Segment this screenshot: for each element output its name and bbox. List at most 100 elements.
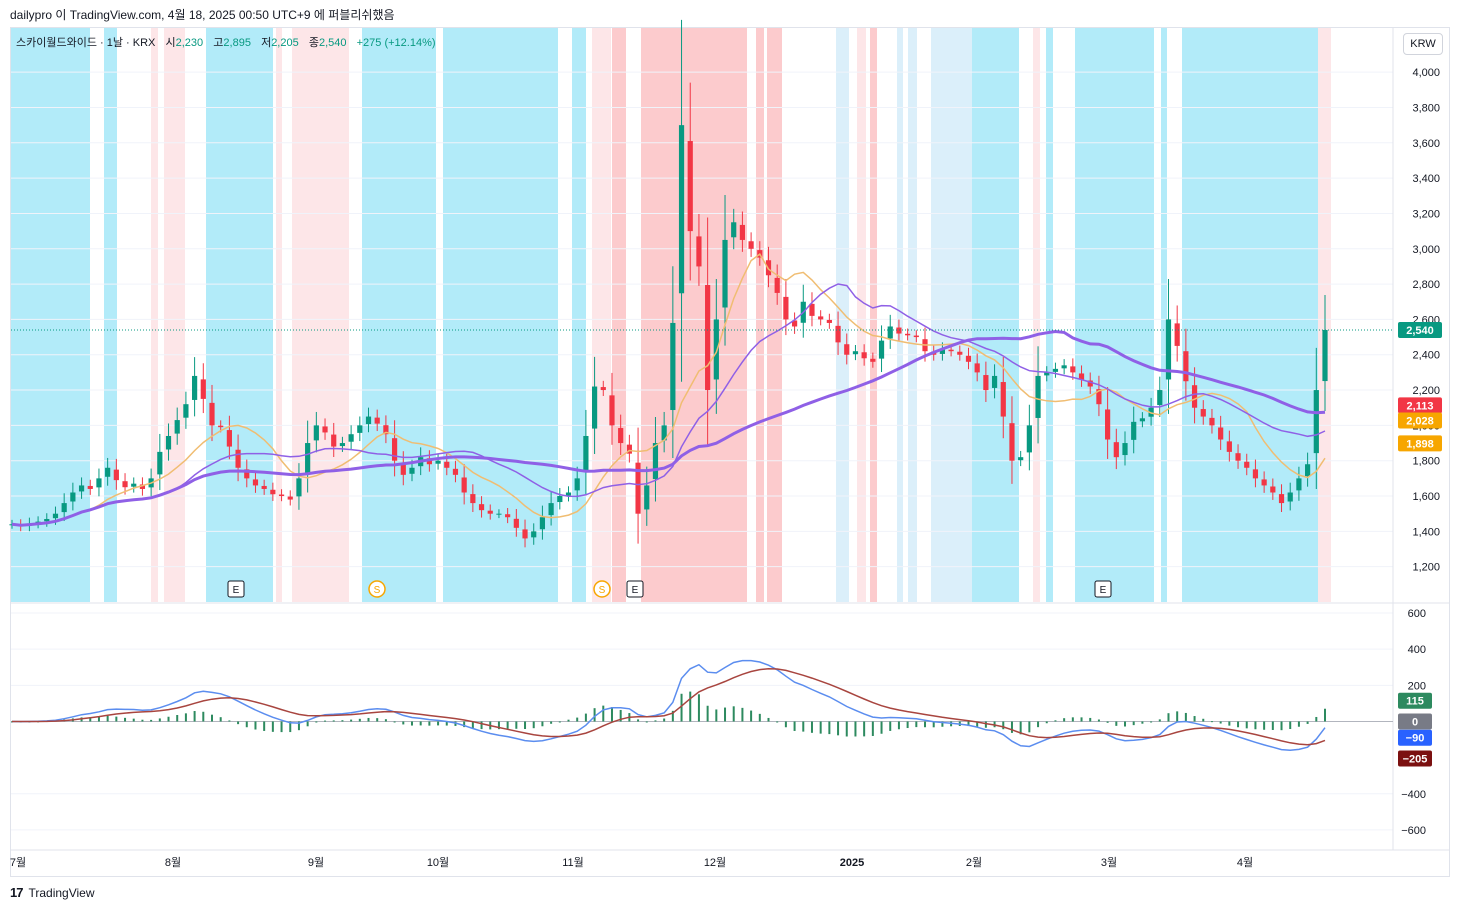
price-tick-label: 1,400 <box>1412 526 1440 538</box>
earnings-marker-icon[interactable] <box>227 580 245 598</box>
macd-histogram-bar <box>1010 721 1013 733</box>
price-tag <box>1398 322 1442 339</box>
macd-tag-label: −205 <box>1403 754 1428 766</box>
price-tick-label: 2,800 <box>1412 279 1440 291</box>
candle-body <box>1278 494 1285 504</box>
candle-body <box>331 434 337 447</box>
candle-body <box>226 430 232 447</box>
macd-tick-label: 400 <box>1408 644 1426 656</box>
macd-histogram-bar <box>845 721 848 737</box>
time-tick-label: 12월 <box>704 856 726 869</box>
macd-histogram-bar <box>106 715 109 722</box>
macd-histogram-bar <box>1141 721 1144 724</box>
dividend-marker-icon[interactable] <box>368 580 386 598</box>
macd-histogram-bar <box>193 711 196 722</box>
macd-histogram-bar <box>932 721 935 728</box>
candle-body <box>713 319 719 380</box>
legend-symbol[interactable]: 스카이월드와이드 · 1날 · KRX <box>16 37 156 49</box>
candle-body <box>1270 486 1276 493</box>
macd-histogram-bar <box>593 708 596 722</box>
candle-body <box>122 481 128 488</box>
macd-histogram-bar <box>358 718 361 722</box>
regime-band <box>572 28 586 602</box>
candle-body <box>374 417 380 424</box>
macd-histogram-bar <box>1089 717 1092 722</box>
macd-histogram-bar <box>324 720 327 722</box>
macd-histogram-bar <box>654 720 657 722</box>
candle-body <box>1044 372 1050 376</box>
candle-body <box>313 425 319 441</box>
macd-histogram-bar <box>445 721 448 726</box>
candle-body <box>478 504 485 511</box>
candle-body <box>252 479 259 486</box>
price-tick-label: 1,200 <box>1412 562 1440 574</box>
footer: 17 TradingView <box>10 885 95 900</box>
macd-histogram-bar <box>428 721 431 726</box>
candle-body <box>1322 330 1328 382</box>
macd-histogram-bar <box>1106 721 1109 723</box>
candle-body <box>165 435 172 450</box>
macd-histogram-bar <box>1063 718 1066 722</box>
candle-body <box>1139 418 1145 422</box>
currency-button[interactable]: KRW <box>1403 33 1443 55</box>
candle-body <box>991 375 998 388</box>
macd-histogram-bar <box>315 721 318 723</box>
macd-histogram-bar <box>132 718 135 722</box>
legend-low: 2,205 <box>271 37 299 49</box>
candle-body <box>1191 385 1198 408</box>
macd-histogram-bar <box>1028 721 1031 733</box>
macd-histogram-bar <box>715 709 718 722</box>
candle-body <box>452 468 459 475</box>
price-tick-label: 3,400 <box>1412 173 1440 185</box>
macd-tag <box>1398 713 1432 730</box>
candle-body <box>522 529 528 539</box>
candle-body <box>1157 390 1163 406</box>
macd-histogram-bar <box>724 707 727 722</box>
candle-body <box>365 416 372 425</box>
macd-histogram-bar <box>558 721 561 723</box>
time-tick-label: 11월 <box>562 856 584 869</box>
candle-body <box>887 326 893 339</box>
macd-histogram-bar <box>776 721 779 723</box>
macd-histogram-bar <box>741 707 744 722</box>
candle-body <box>444 461 450 468</box>
legend-low-label: 저 <box>261 37 272 49</box>
macd-histogram-bar <box>280 721 283 733</box>
macd-histogram-bar <box>1245 721 1248 729</box>
legend-high-label: 고 <box>213 37 224 49</box>
dividend-marker-icon[interactable] <box>593 580 611 598</box>
time-tick-label: 4월 <box>1237 856 1253 869</box>
macd-histogram-bar <box>297 721 300 731</box>
candle-body <box>487 510 493 514</box>
macd-histogram-bar <box>237 721 240 725</box>
macd-histogram-bar <box>184 713 187 722</box>
time-tick-label: 3월 <box>1101 856 1117 869</box>
candle-body <box>670 322 676 411</box>
earnings-marker-icon[interactable] <box>626 580 644 598</box>
candle-body <box>983 375 989 391</box>
candle-body <box>1218 427 1224 440</box>
candle-body <box>339 443 346 447</box>
time-tick-label: 9월 <box>308 856 324 869</box>
macd-histogram-bar <box>541 721 544 727</box>
earnings-marker-icon[interactable] <box>1094 580 1112 598</box>
candle-body <box>557 496 563 503</box>
candle-body <box>783 296 789 320</box>
event-marker-label: E <box>1100 585 1107 596</box>
candle-body <box>826 319 832 323</box>
candle-body <box>539 517 546 530</box>
legend-high: 2,895 <box>223 37 251 49</box>
price-tag-label: 2,113 <box>1407 400 1434 412</box>
candle-body <box>574 478 580 491</box>
candle-body <box>844 344 850 355</box>
macd-histogram-bar <box>263 721 266 731</box>
price-tick-label: 3,800 <box>1412 102 1440 114</box>
macd-histogram-bar <box>610 707 613 722</box>
candle-body <box>965 355 972 362</box>
regime-band <box>612 28 626 602</box>
macd-tick-label: 200 <box>1408 680 1426 692</box>
candle-body <box>305 443 311 474</box>
macd-histogram-bar <box>1228 721 1231 726</box>
macd-histogram-bar <box>828 721 831 735</box>
